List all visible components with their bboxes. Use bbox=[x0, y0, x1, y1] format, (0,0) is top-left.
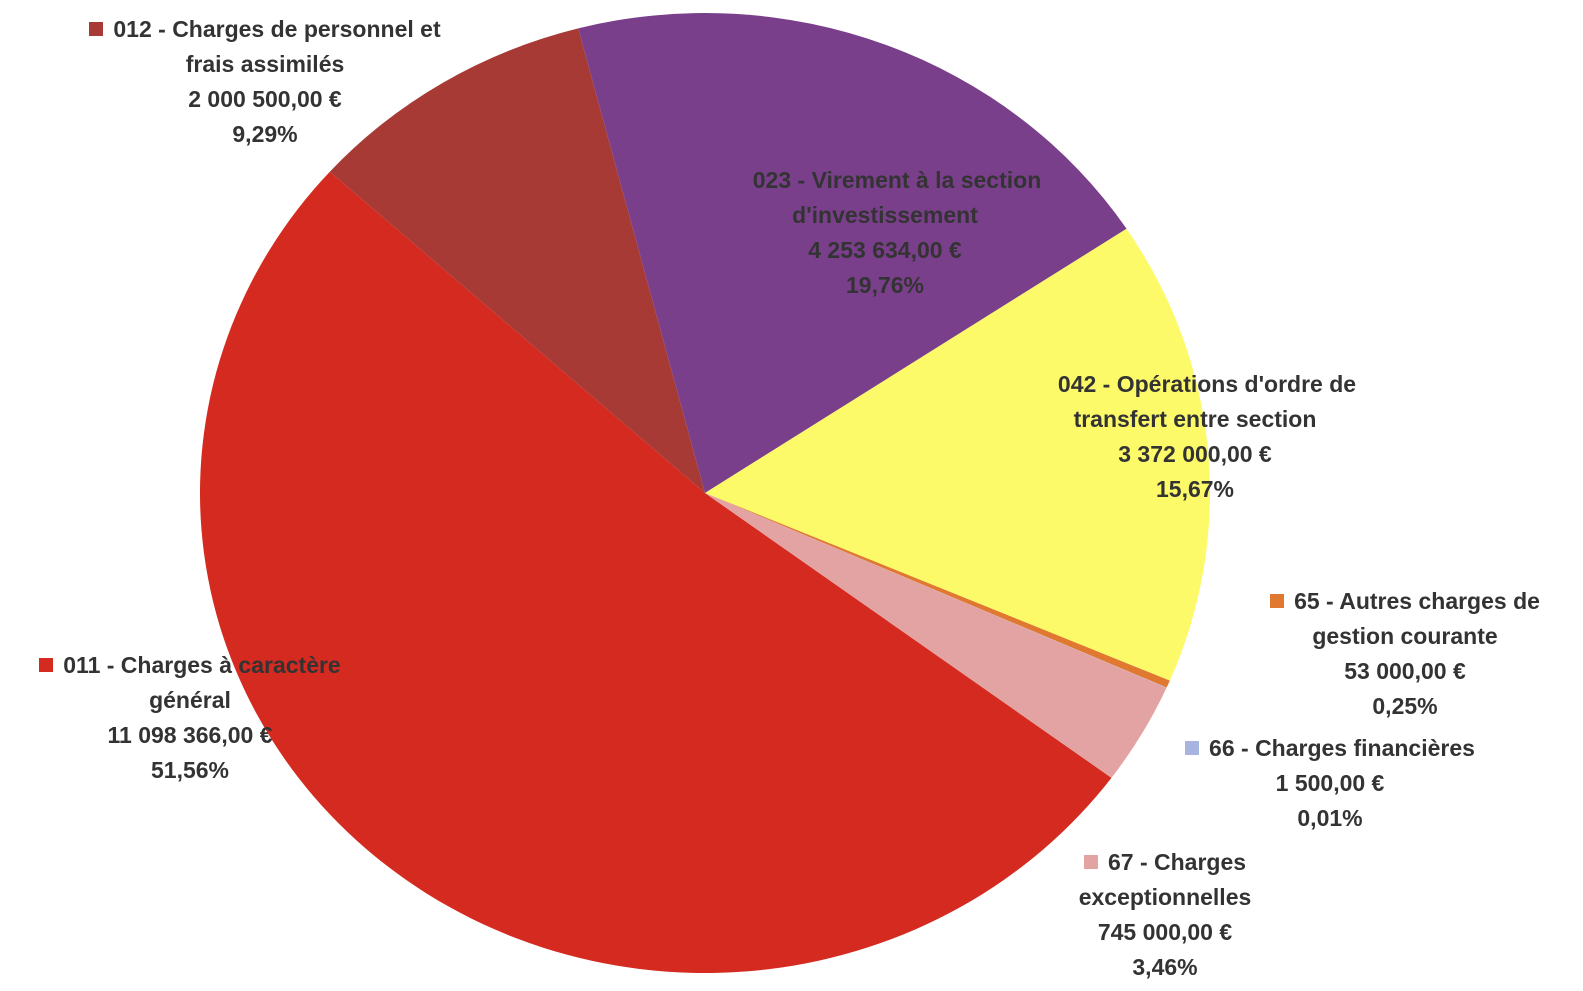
label-name: 65 - Autres charges de gestion courante bbox=[1240, 584, 1570, 654]
label-name: 67 - Charges exceptionnelles bbox=[1035, 845, 1295, 915]
label-name: 012 - Charges de personnel et frais assi… bbox=[80, 12, 450, 82]
legend-swatch bbox=[728, 173, 743, 187]
legend-swatch bbox=[1083, 855, 1098, 869]
data-label: 023 - Virement à la section d'investisse… bbox=[705, 163, 1065, 303]
percent-label: 51,56% bbox=[150, 757, 229, 783]
percent-label: 19,76% bbox=[845, 272, 924, 298]
category-name: 011 - Charges à caractère général bbox=[63, 652, 341, 713]
pie-slice bbox=[705, 493, 1170, 688]
percent-label: 0,01% bbox=[1297, 805, 1363, 831]
category-name: 66 - Charges financières bbox=[1209, 735, 1475, 761]
data-label: 012 - Charges de personnel et frais assi… bbox=[80, 12, 450, 152]
percent-label: 9,29% bbox=[232, 121, 298, 147]
pie-slice bbox=[329, 28, 705, 494]
label-name: 66 - Charges financières bbox=[1150, 731, 1510, 766]
category-name: 67 - Charges exceptionnelles bbox=[1078, 849, 1252, 910]
legend-swatch bbox=[39, 658, 54, 672]
category-name: 65 - Autres charges de gestion courante bbox=[1294, 588, 1540, 649]
legend-swatch bbox=[1033, 377, 1048, 391]
legend-swatch bbox=[1270, 594, 1285, 608]
category-name: 042 - Opérations d'ordre de transfert en… bbox=[1057, 371, 1357, 432]
amount-label: 3 372 000,00 € bbox=[1118, 441, 1272, 467]
pie-slice bbox=[705, 493, 1167, 778]
data-label: 011 - Charges à caractère général 11 098 … bbox=[10, 648, 370, 788]
amount-label: 11 098 366,00 € bbox=[107, 722, 273, 748]
percent-label: 0,25% bbox=[1372, 693, 1438, 719]
amount-label: 1 500,00 € bbox=[1275, 770, 1385, 796]
amount-label: 2 000 500,00 € bbox=[188, 86, 342, 112]
data-label: 66 - Charges financières 1 500,00 € 0,01% bbox=[1150, 731, 1510, 836]
percent-label: 3,46% bbox=[1132, 954, 1198, 980]
legend-swatch bbox=[1185, 741, 1200, 755]
percent-label: 15,67% bbox=[1155, 476, 1234, 502]
data-label: 042 - Opérations d'ordre de transfert en… bbox=[1010, 367, 1380, 507]
pie-slice bbox=[200, 171, 1112, 973]
label-name: 042 - Opérations d'ordre de transfert en… bbox=[1010, 367, 1380, 437]
amount-label: 745 000,00 € bbox=[1097, 919, 1233, 945]
amount-label: 4 253 634,00 € bbox=[808, 237, 962, 263]
data-label: 65 - Autres charges de gestion courante 5… bbox=[1240, 584, 1570, 724]
pie-slice bbox=[578, 12, 1127, 493]
label-name: 023 - Virement à la section d'investisse… bbox=[705, 163, 1065, 233]
pie-slice bbox=[705, 228, 1210, 681]
amount-label: 53 000,00 € bbox=[1344, 658, 1466, 684]
data-label: 67 - Charges exceptionnelles 745 000,00 €… bbox=[1035, 845, 1295, 985]
category-name: 012 - Charges de personnel et frais assi… bbox=[113, 16, 441, 77]
legend-swatch bbox=[89, 22, 104, 36]
pie-slice bbox=[705, 493, 1167, 688]
category-name: 023 - Virement à la section d'investisse… bbox=[752, 167, 1042, 228]
label-name: 011 - Charges à caractère général bbox=[10, 648, 370, 718]
